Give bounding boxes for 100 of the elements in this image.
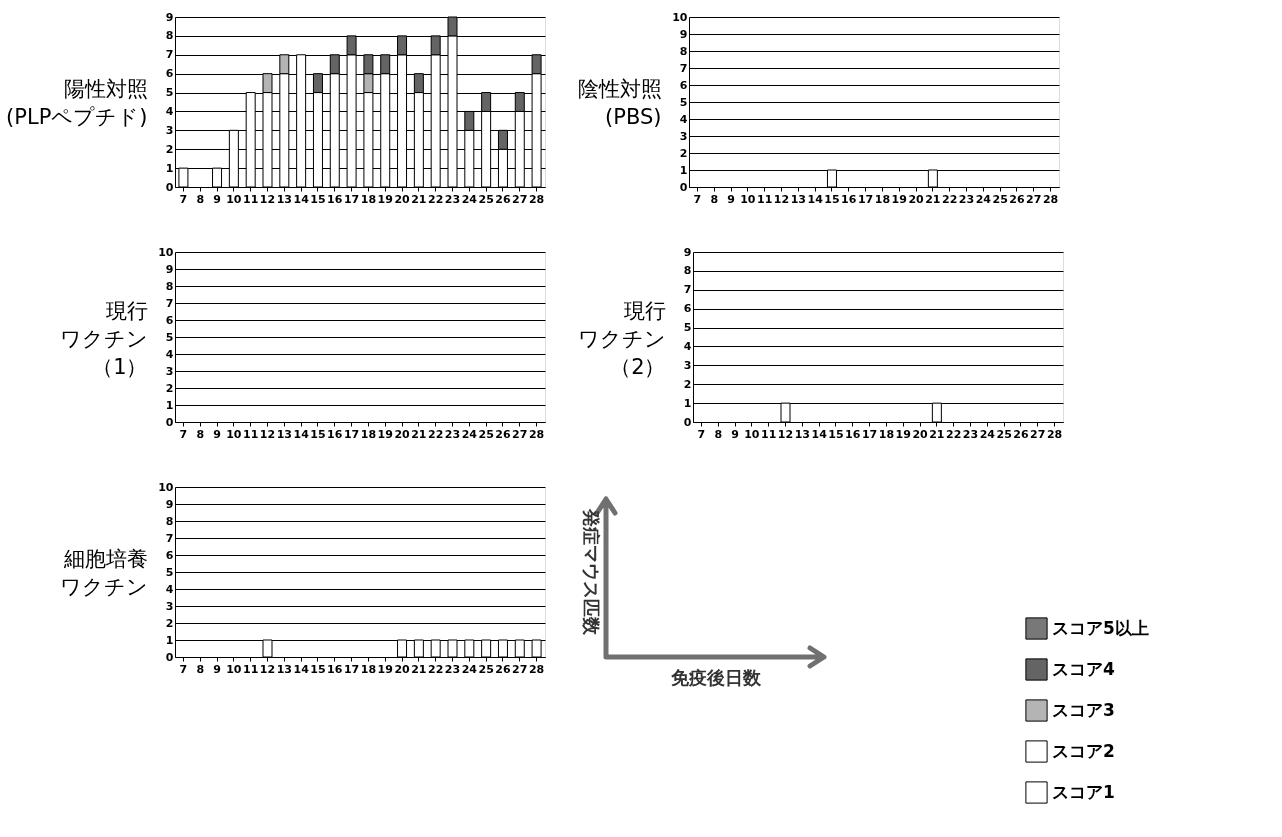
x-tick-label: 24 [461,427,478,441]
y-tick-label: 6 [165,67,174,81]
x-tick-label: 14 [293,192,310,206]
y-tick-label: 8 [165,279,174,293]
y-tick-label: 9 [165,10,174,24]
x-tick-label: 26 [495,192,511,206]
x-tick-label: 9 [727,192,735,206]
x-tick-label: 13 [794,427,810,441]
y-tick-label: 1 [165,161,174,175]
text: 発症マウス匹数 [581,508,602,636]
x-tick-label: 25 [478,662,494,676]
x-tick-label: 12 [259,662,276,676]
y-tick-label: 0 [679,180,688,194]
y-tick-label: 7 [165,48,174,62]
y-tick-label: 9 [165,262,174,276]
y-tick-label: 0 [165,180,174,194]
x-tick-label: 28 [528,192,545,206]
x-tick-label: 25 [478,427,494,441]
x-tick-label: 7 [179,427,188,441]
x-tick-label: 23 [444,427,461,441]
x-tick-label: 7 [693,192,702,206]
x-tick-label: 16 [327,192,343,206]
x-tick-label: 21 [411,192,427,206]
y-tick-label: 7 [679,61,688,75]
x-tick-label: 18 [360,427,377,441]
x-tick-label: 20 [394,662,411,676]
y-tick-label: 8 [165,29,174,43]
y-tick-label: 3 [165,364,174,378]
x-tick-label: 7 [179,192,188,206]
legend-label: スコア2 [1052,740,1115,761]
x-tick-label: 16 [841,192,857,206]
x-tick-label: 24 [461,662,478,676]
x-tick-label: 11 [243,662,259,676]
x-tick-label: 15 [310,192,326,206]
x-tick-label: 22 [946,427,962,441]
x-tick-label: 9 [213,662,221,676]
y-tick-label: 9 [683,245,692,259]
y-tick-label: 9 [165,497,174,511]
x-tick-label: 25 [992,192,1008,206]
x-tick-label: 23 [444,192,461,206]
y-tick-label: 5 [679,95,688,109]
y-tick-label: 6 [165,548,174,562]
x-tick-label: 17 [343,662,360,676]
y-tick-label: 8 [165,514,174,528]
x-tick-label: 25 [478,192,494,206]
x-tick-label: 18 [878,427,895,441]
x-tick-label: 10 [226,427,242,441]
y-tick-label: 10 [158,480,174,494]
x-tick-label: 21 [411,662,427,676]
legend-label: スコア4 [1052,658,1115,679]
x-tick-label: 24 [979,427,996,441]
x-tick-label: 19 [377,192,393,206]
y-tick-label: 0 [165,650,174,664]
y-tick-label: 3 [165,123,174,137]
x-tick-label: 14 [293,662,310,676]
y-tick-label: 10 [158,245,174,259]
x-tick-label: 8 [196,192,205,206]
y-tick-label: 4 [679,112,688,126]
y-tick-label: 2 [165,142,174,156]
x-tick-label: 27 [1030,427,1046,441]
x-tick-label: 27 [512,662,528,676]
y-tick-label: 3 [165,599,174,613]
x-tick-label: 15 [828,427,844,441]
x-tick-label: 18 [360,662,377,676]
x-tick-label: 15 [824,192,840,206]
x-tick-label: 27 [512,192,528,206]
x-tick-label: 28 [1042,192,1059,206]
x-tick-label: 21 [411,427,427,441]
x-tick-label: 22 [942,192,958,206]
y-tick-label: 10 [672,10,688,24]
y-tick-label: 3 [683,358,692,372]
x-tick-label: 23 [444,662,461,676]
y-tick-label: 6 [683,302,692,316]
y-axis-title: 陽性対照(PLPペプチド) [6,76,148,129]
x-tick-label: 12 [259,427,276,441]
y-tick-label: 4 [165,104,174,118]
x-tick-label: 28 [528,427,545,441]
x-tick-label: 26 [1013,427,1029,441]
x-tick-label: 11 [243,427,259,441]
y-tick-label: 0 [683,415,692,429]
text: 免疫後日数 [670,667,762,688]
x-tick-label: 19 [377,427,393,441]
y-tick-label: 5 [683,321,692,335]
x-tick-label: 9 [213,192,221,206]
x-tick-label: 13 [276,427,292,441]
x-tick-label: 20 [394,192,411,206]
x-tick-label: 15 [310,427,326,441]
x-tick-label: 8 [196,427,205,441]
x-tick-label: 8 [714,427,723,441]
x-tick-label: 24 [975,192,992,206]
x-tick-label: 17 [861,427,878,441]
x-tick-label: 23 [962,427,979,441]
x-tick-label: 26 [495,427,511,441]
x-tick-label: 21 [925,192,941,206]
y-tick-label: 2 [683,377,692,391]
y-tick-label: 2 [679,146,688,160]
x-tick-label: 27 [1026,192,1042,206]
y-tick-label: 6 [165,313,174,327]
legend-label: スコア3 [1052,699,1115,720]
x-tick-label: 8 [710,192,719,206]
